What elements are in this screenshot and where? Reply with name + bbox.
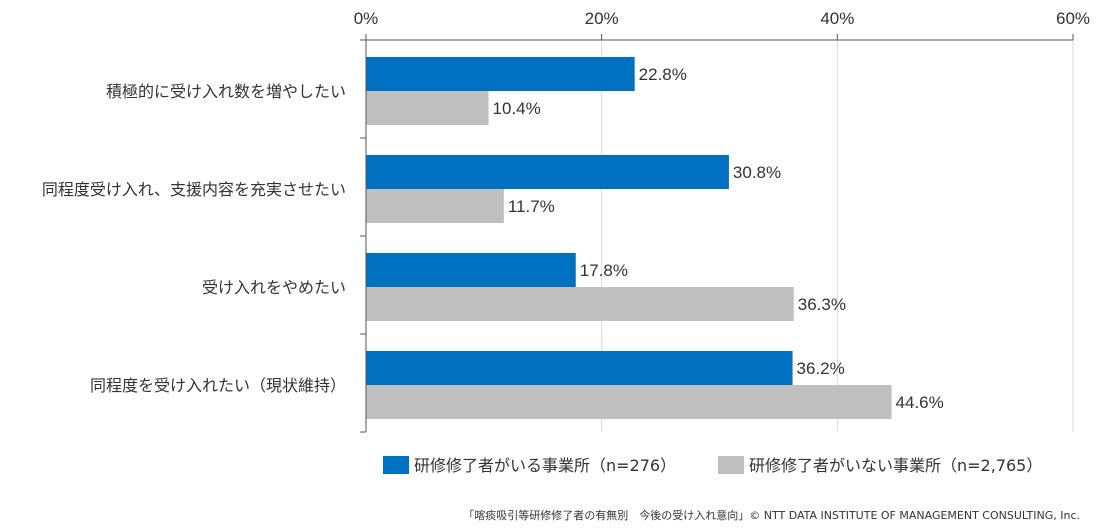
legend: 研修修了者がいる事業所（n=276） 研修修了者がいない事業所（n=2,765） <box>383 456 1042 475</box>
data-label: 30.8% <box>733 163 781 182</box>
category-label: 積極的に受け入れ数を増やしたい <box>106 82 346 101</box>
x-tick-label: 20% <box>585 9 619 28</box>
bar <box>366 57 635 91</box>
bar <box>366 155 729 189</box>
x-tick-label: 40% <box>820 9 854 28</box>
bar <box>366 253 576 287</box>
bar <box>366 287 794 321</box>
bar <box>366 91 489 125</box>
legend-label: 研修修了者がいる事業所（n=276） <box>414 456 676 475</box>
category-labels: 積極的に受け入れ数を増やしたい同程度受け入れ、支援内容を充実させたい受け入れをや… <box>42 82 346 395</box>
legend-swatch <box>718 456 744 474</box>
data-label: 44.6% <box>896 393 944 412</box>
axes <box>360 39 1073 433</box>
category-label: 同程度を受け入れたい（現状維持） <box>90 376 346 395</box>
bar <box>366 351 793 385</box>
data-label: 36.2% <box>797 359 845 378</box>
data-label: 22.8% <box>639 65 687 84</box>
x-tick-label: 60% <box>1056 9 1090 28</box>
data-label: 36.3% <box>798 295 846 314</box>
data-labels: 22.8% 10.4% 30.8% 11.7% 17.8% 36.3% 36.2% 44.6% <box>493 65 944 412</box>
x-axis-ticks: 0% 20% 40% 60% <box>354 9 1090 40</box>
bar <box>366 385 892 419</box>
category-label: 受け入れをやめたい <box>202 278 346 297</box>
data-label: 17.8% <box>580 261 628 280</box>
legend-swatch <box>383 456 409 474</box>
bars <box>366 57 892 419</box>
category-label: 同程度受け入れ、支援内容を充実させたい <box>42 180 346 199</box>
x-tick-label: 0% <box>354 9 379 28</box>
bar <box>366 189 504 223</box>
legend-label: 研修修了者がいない事業所（n=2,765） <box>749 456 1042 475</box>
data-label: 10.4% <box>493 99 541 118</box>
footer-source: 「喀痰吸引等研修修了者の有無別 今後の受け入れ意向」© NTT DATA INS… <box>463 508 1080 522</box>
data-label: 11.7% <box>508 197 555 216</box>
